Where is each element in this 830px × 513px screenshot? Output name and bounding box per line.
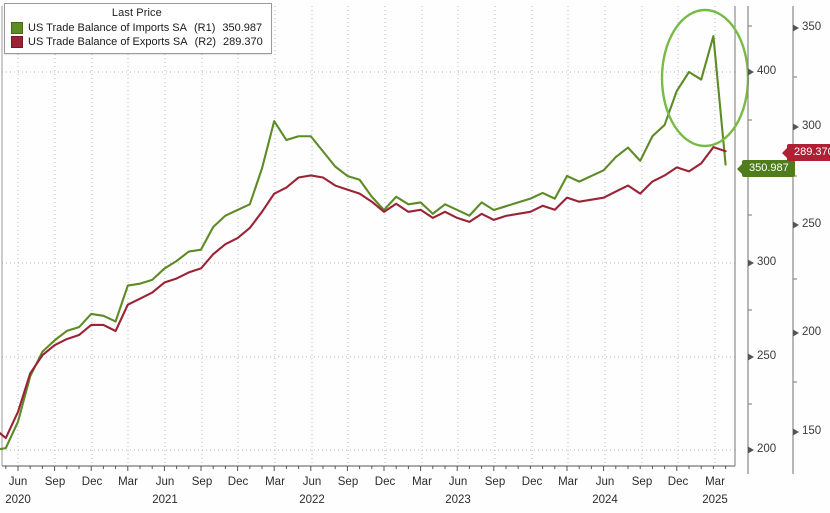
x-axis-year-label: 2024	[592, 494, 618, 506]
exports-last-price-flag: 289.370	[787, 144, 830, 161]
x-axis-year-label: 2025	[702, 494, 728, 506]
imports-axis-tick-label: 300	[757, 256, 777, 268]
exports-axis-tick-major	[793, 221, 799, 229]
x-axis-year-label: 2022	[299, 494, 325, 506]
legend-axis-exports: (R2)	[194, 36, 216, 48]
exports-axis-tick-label: 200	[802, 326, 822, 338]
exports-axis-tick-label: 250	[802, 218, 822, 230]
x-axis-month-label: Jun	[302, 476, 322, 488]
x-axis-month-label: Dec	[521, 476, 543, 488]
x-axis-month-label: Jun	[448, 476, 468, 488]
x-axis-month-label: Mar	[118, 476, 138, 488]
legend-label-exports: US Trade Balance of Exports SA	[28, 36, 188, 48]
x-axis-month-label: Sep	[191, 476, 213, 488]
series-line-exports	[0, 146, 727, 440]
imports-axis-tick-major	[748, 68, 754, 76]
x-axis-month-label: Dec	[374, 476, 396, 488]
x-axis-month-label: Jun	[8, 476, 28, 488]
imports-axis-tick-major	[748, 446, 754, 454]
legend-value-imports: 350.987	[222, 22, 263, 34]
x-axis-month-label: Mar	[705, 476, 725, 488]
imports-axis-tick-label: 250	[757, 350, 777, 362]
legend-swatch-exports	[11, 36, 23, 48]
x-axis-month-label: Mar	[558, 476, 578, 488]
imports-axis-tick-major	[748, 353, 754, 361]
chart-legend: Last Price US Trade Balance of Imports S…	[4, 3, 272, 54]
legend-axis-imports: (R1)	[193, 22, 216, 34]
x-axis-month-label: Mar	[412, 476, 432, 488]
x-axis-month-label: Sep	[44, 476, 66, 488]
x-axis-month-label: Dec	[81, 476, 103, 488]
imports-last-price-flag: 350.987	[742, 160, 795, 177]
exports-axis-tick-label: 150	[802, 425, 822, 437]
exports-axis-tick-label: 300	[802, 120, 822, 132]
x-axis-year-label: 2021	[152, 494, 178, 506]
x-axis-month-label: Sep	[337, 476, 359, 488]
exports-axis-tick-label: 350	[802, 21, 822, 33]
x-axis-month-label: Jun	[155, 476, 175, 488]
legend-row-imports: US Trade Balance of Imports SA (R1) 350.…	[11, 21, 263, 35]
x-axis-month-label: Mar	[265, 476, 285, 488]
exports-axis-tick-major	[793, 428, 799, 436]
exports-axis-tick-major	[793, 329, 799, 337]
series-line-imports	[0, 35, 727, 451]
legend-swatch-imports	[11, 22, 23, 34]
x-axis-month-label: Dec	[227, 476, 249, 488]
x-axis-year-label: 2020	[5, 494, 31, 506]
legend-label-imports: US Trade Balance of Imports SA	[28, 22, 187, 34]
legend-value-exports: 289.370	[222, 36, 263, 48]
exports-axis-tick-major	[793, 24, 799, 32]
x-axis-month-label: Jun	[595, 476, 615, 488]
imports-axis-tick-major	[748, 259, 754, 267]
legend-title: Last Price	[111, 7, 162, 19]
imports-axis-tick-label: 200	[757, 443, 777, 455]
x-axis-month-label: Dec	[667, 476, 689, 488]
imports-axis-tick-label: 400	[757, 65, 777, 77]
x-axis-month-label: Sep	[484, 476, 506, 488]
legend-row-exports: US Trade Balance of Exports SA (R2) 289.…	[11, 35, 263, 49]
exports-axis-tick-major	[793, 123, 799, 131]
x-axis-month-label: Sep	[631, 476, 653, 488]
x-axis-year-label: 2023	[445, 494, 471, 506]
